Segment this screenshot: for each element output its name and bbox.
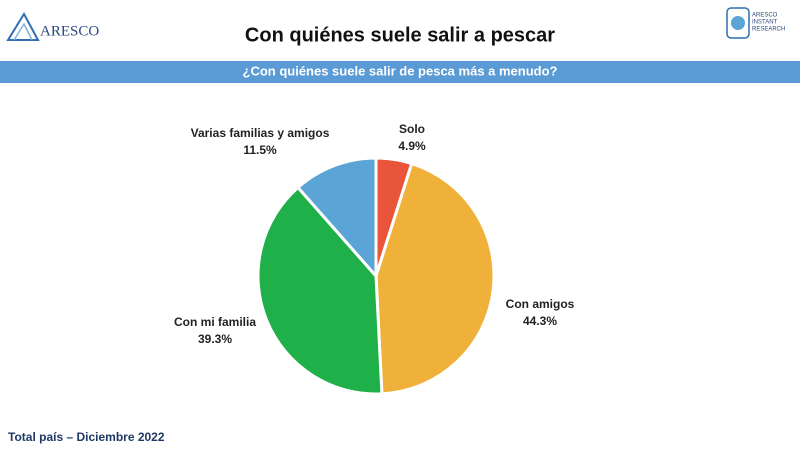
value-label: 11.5% (243, 143, 277, 157)
right-logo: ARESCO INSTANT RESEARCH (726, 7, 785, 39)
logo-mark (13, 22, 33, 41)
logo-text: ARESCO (752, 13, 778, 19)
logo-mark (726, 7, 750, 39)
footnote: Total país – Diciembre 2022 (8, 430, 165, 444)
chart-title: Con quiénes suele salir a pescar (245, 24, 555, 46)
logo-mark (731, 16, 745, 30)
slice-label: Con mi familia (174, 315, 256, 329)
pie-slice (374, 161, 496, 396)
logo-text: ARESCO (40, 23, 99, 39)
value-label: 39.3% (198, 332, 232, 346)
value-label: 44.3% (523, 314, 557, 328)
value-label: 4.9% (398, 139, 426, 153)
logo-text: RESEARCH (752, 27, 785, 33)
slice-label: Varias familias y amigos (191, 126, 330, 140)
pie-slice (295, 156, 378, 280)
logo-mark (6, 11, 40, 41)
slice-label: Solo (399, 122, 425, 136)
left-logo: ARESCO (6, 11, 99, 41)
chart-subtitle: ¿Con quiénes suele salir de pesca más a … (243, 63, 558, 78)
pie: Solo 4.9% Con amigos 44.3% Con mi familia 39.… (174, 122, 575, 396)
subtitle-banner (0, 61, 800, 83)
pie-slice (256, 185, 384, 396)
slice-label: Con amigos (506, 297, 575, 311)
logo-text: INSTANT (752, 20, 778, 26)
